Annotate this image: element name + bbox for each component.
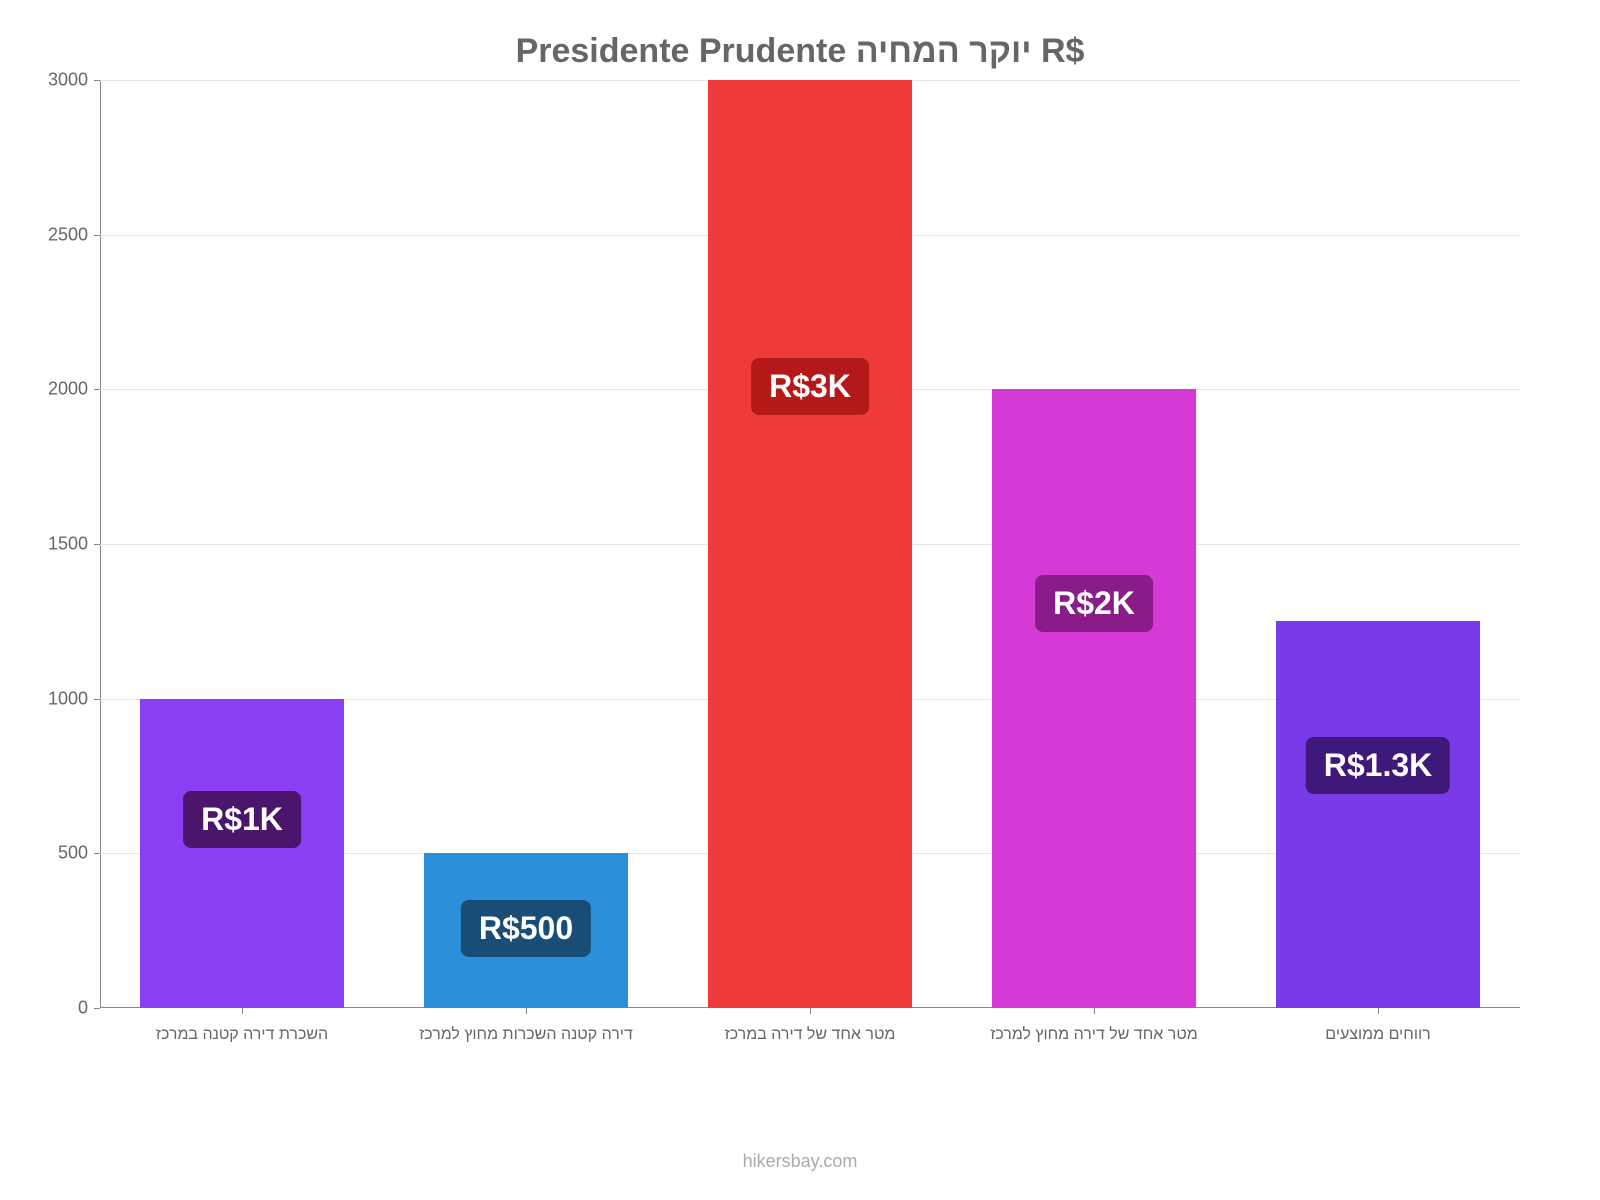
xtick-label: רווחים ממוצעים bbox=[1325, 1026, 1430, 1044]
ytick-label: 3000 bbox=[48, 70, 88, 91]
ytick-label: 1000 bbox=[48, 688, 88, 709]
plot-area: 050010001500200025003000R$1Kהשכרת דירה ק… bbox=[100, 80, 1520, 1008]
ytick-mark bbox=[94, 544, 100, 545]
xtick-label: השכרת דירה קטנה במרכז bbox=[156, 1026, 328, 1044]
ytick-mark bbox=[94, 853, 100, 854]
bar bbox=[708, 80, 912, 1008]
xtick-label: מטר אחד של דירה מחוץ למרכז bbox=[990, 1026, 1198, 1044]
ytick-label: 1500 bbox=[48, 534, 88, 555]
xtick-mark bbox=[1094, 1008, 1095, 1014]
ytick-mark bbox=[94, 699, 100, 700]
ytick-mark bbox=[94, 389, 100, 390]
ytick-label: 500 bbox=[58, 843, 88, 864]
xtick-label: מטר אחד של דירה במרכז bbox=[725, 1026, 896, 1044]
bar bbox=[1276, 621, 1480, 1008]
xtick-mark bbox=[810, 1008, 811, 1014]
ytick-mark bbox=[94, 1008, 100, 1009]
bar-value-badge: R$1.3K bbox=[1306, 737, 1451, 794]
xtick-label: דירה קטנה השכרות מחוץ למרכז bbox=[419, 1026, 633, 1044]
bar-group: R$1.3Kרווחים ממוצעים bbox=[1276, 80, 1480, 1008]
bar-group: R$1Kהשכרת דירה קטנה במרכז bbox=[140, 80, 344, 1008]
bar-group: R$500דירה קטנה השכרות מחוץ למרכז bbox=[424, 80, 628, 1008]
xtick-mark bbox=[1378, 1008, 1379, 1014]
chart-title: Presidente Prudente יוקר המחיה R$ bbox=[0, 32, 1600, 71]
ytick-label: 2500 bbox=[48, 224, 88, 245]
bar-value-badge: R$2K bbox=[1035, 575, 1153, 632]
bar bbox=[140, 699, 344, 1008]
ytick-mark bbox=[94, 80, 100, 81]
bar bbox=[992, 389, 1196, 1008]
xtick-mark bbox=[242, 1008, 243, 1014]
bar-value-badge: R$500 bbox=[461, 900, 591, 957]
chart-container: Presidente Prudente יוקר המחיה R$ 050010… bbox=[0, 0, 1600, 1200]
ytick-label: 2000 bbox=[48, 379, 88, 400]
bar-value-badge: R$3K bbox=[751, 358, 869, 415]
attribution-text: hikersbay.com bbox=[0, 1151, 1600, 1172]
bar-group: R$3Kמטר אחד של דירה במרכז bbox=[708, 80, 912, 1008]
bar-value-badge: R$1K bbox=[183, 791, 301, 848]
ytick-mark bbox=[94, 235, 100, 236]
xtick-mark bbox=[526, 1008, 527, 1014]
ytick-label: 0 bbox=[78, 998, 88, 1019]
bar-group: R$2Kמטר אחד של דירה מחוץ למרכז bbox=[992, 80, 1196, 1008]
